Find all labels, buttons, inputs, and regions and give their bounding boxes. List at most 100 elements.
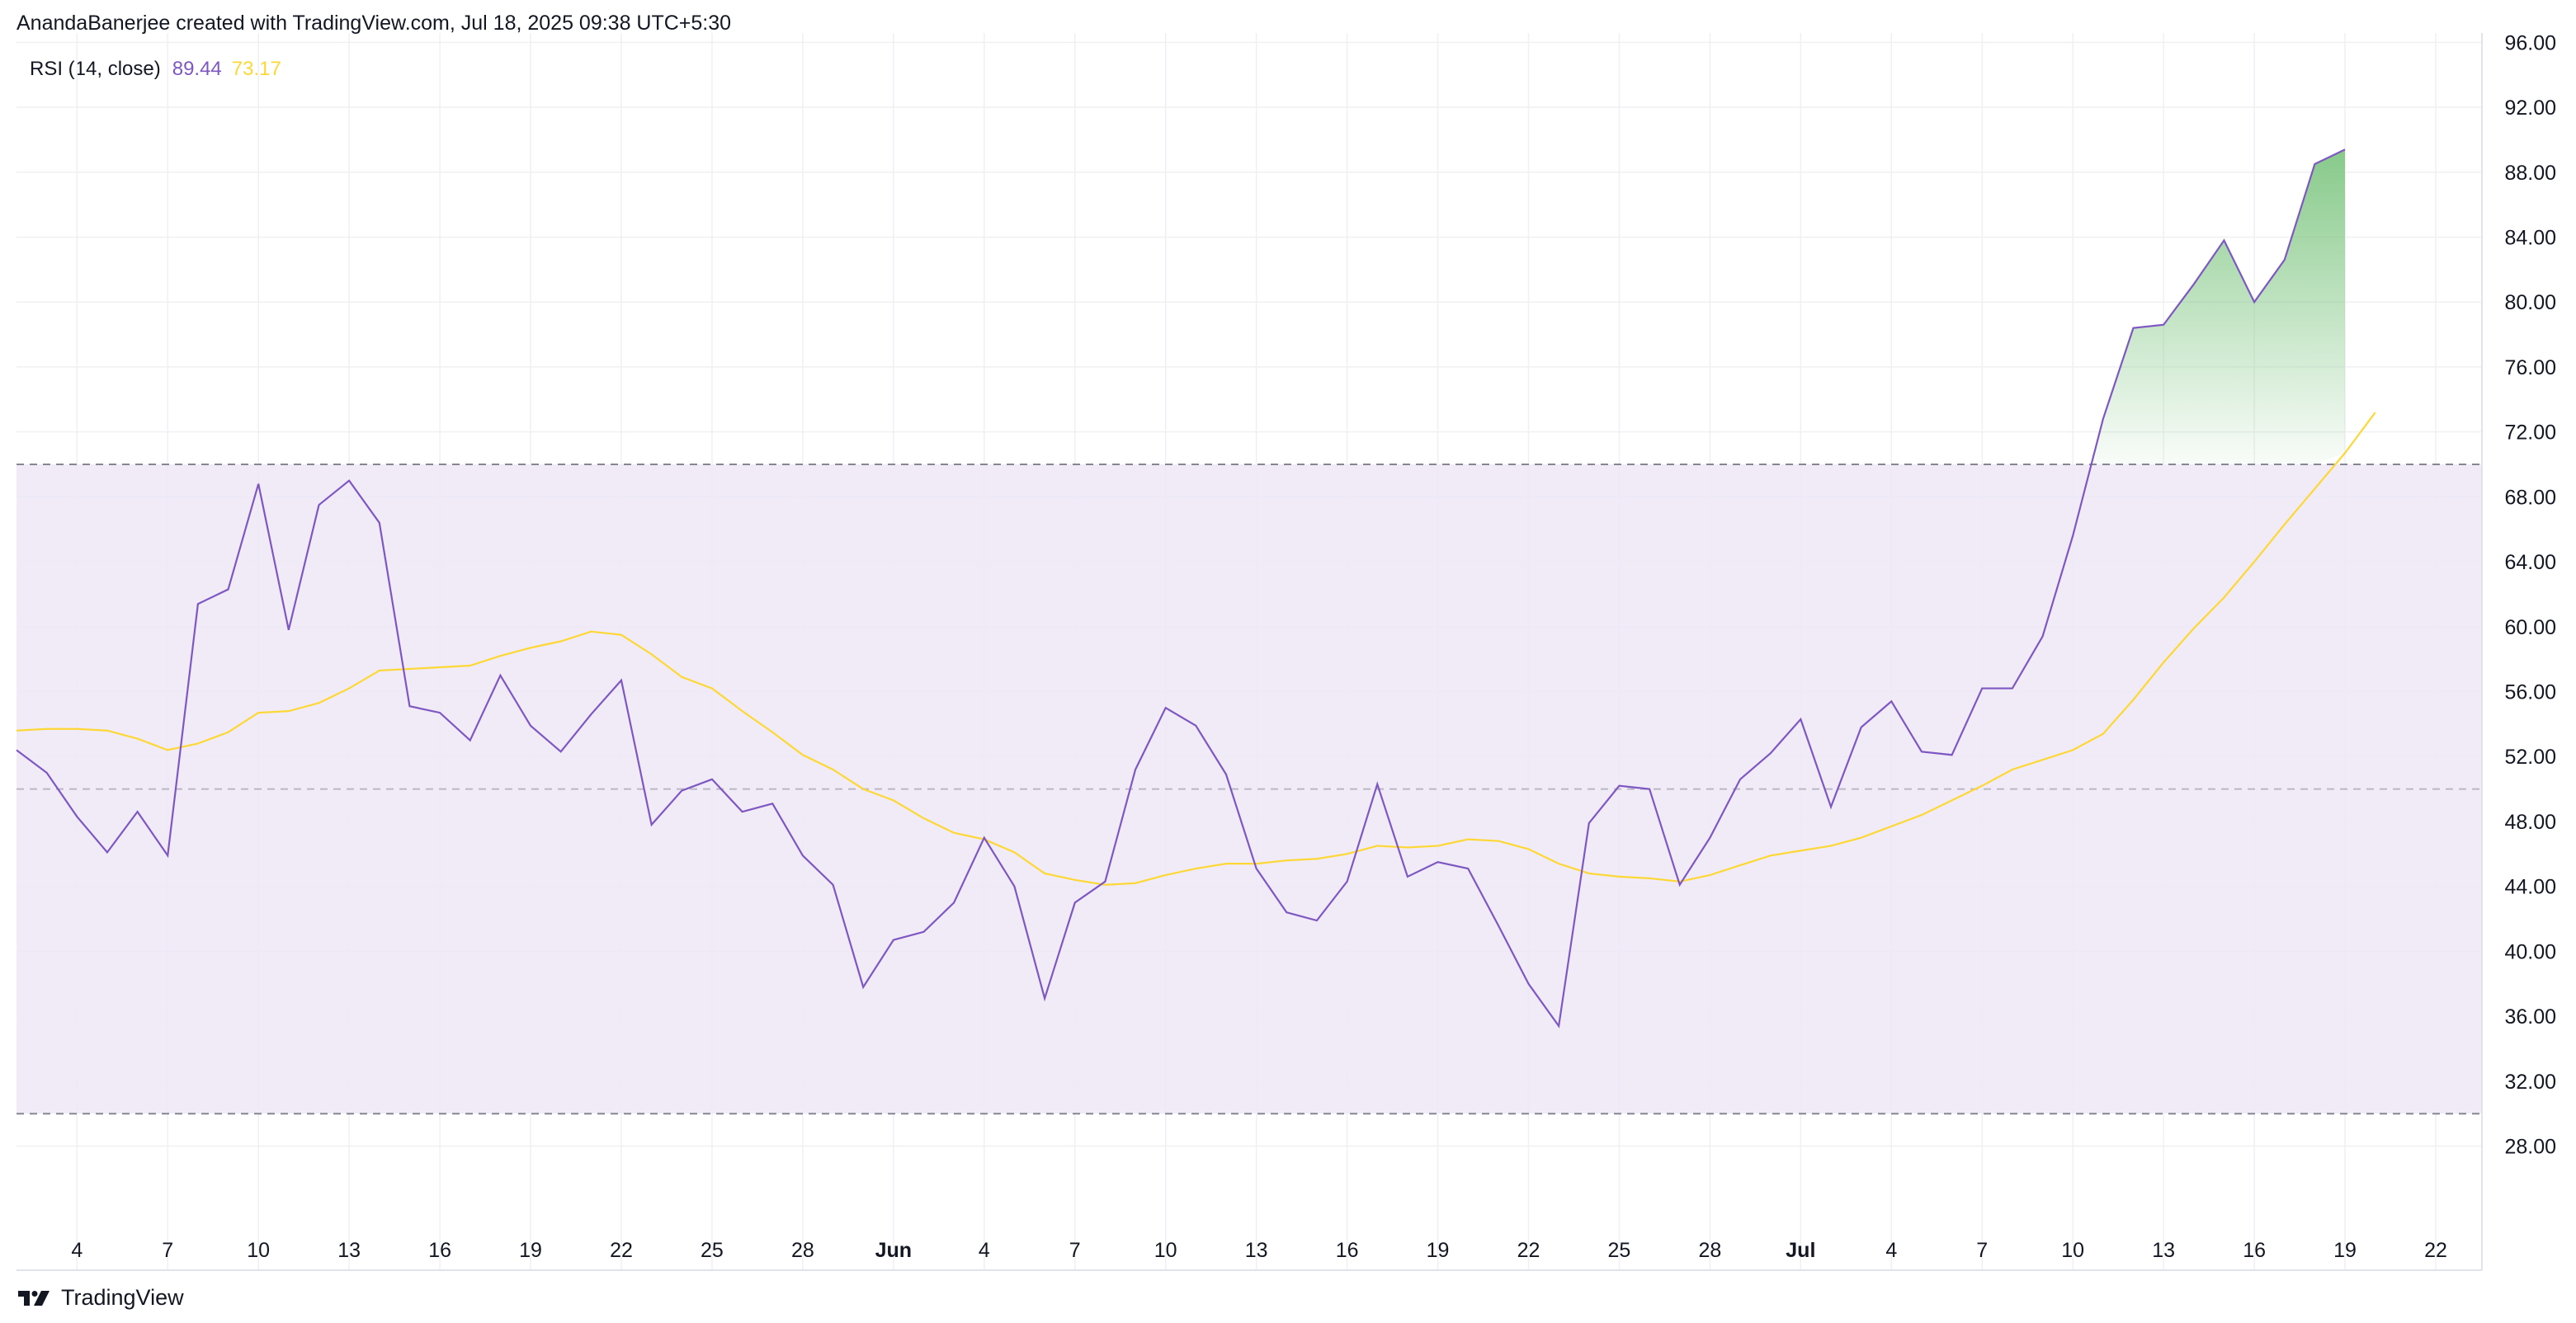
price-axis[interactable]: 28.00 32.00 36.00 40.00 44.00 48.00 52.00 56.00… <box>2504 31 2556 1158</box>
y-tick-label: 76.00 <box>2504 356 2556 379</box>
rsi-point <box>1405 874 1410 879</box>
ma-current-value: 73.17 <box>231 58 281 80</box>
ma-point <box>1950 798 1955 803</box>
band-lines <box>17 464 2482 1115</box>
ma-point <box>559 639 564 644</box>
y-tick-label: 92.00 <box>2504 97 2556 120</box>
rsi-point <box>2282 257 2287 262</box>
rsi-point <box>286 628 291 633</box>
rsi-point <box>256 482 261 487</box>
ma-point <box>1224 861 1229 866</box>
indicator-label: RSI (14, close) <box>30 58 161 80</box>
ma-point <box>528 645 533 650</box>
rsi-point <box>226 587 231 592</box>
rsi-point <box>951 900 956 905</box>
ma-point <box>951 831 956 836</box>
y-tick-label: 68.00 <box>2504 486 2556 509</box>
ma-point <box>1375 843 1380 848</box>
rsi-point <box>1345 879 1350 884</box>
ma-point <box>226 730 231 735</box>
ma-point <box>1738 863 1743 868</box>
footer-branding[interactable]: TradingView <box>17 1285 184 1311</box>
ma-point <box>1193 866 1198 871</box>
y-tick-label: 48.00 <box>2504 811 2556 834</box>
ma-point <box>1707 873 1712 878</box>
rsi-point <box>407 704 412 709</box>
ma-point <box>1073 878 1078 883</box>
ma-point <box>2131 697 2136 702</box>
y-tick-label: 64.00 <box>2504 551 2556 574</box>
rsi-point <box>861 985 866 990</box>
rsi-point <box>1193 723 1198 728</box>
rsi-point <box>105 850 110 855</box>
rsi-point <box>710 777 715 782</box>
ma-point <box>407 666 412 671</box>
y-tick-label: 72.00 <box>2504 421 2556 445</box>
rsi-point <box>1375 782 1380 787</box>
y-tick-label: 36.00 <box>2504 1005 2556 1029</box>
rsi-point <box>468 738 473 743</box>
ma-point <box>2191 626 2196 631</box>
ma-point <box>1465 837 1470 842</box>
rsi-point <box>1012 884 1017 889</box>
ma-point <box>1616 874 1621 879</box>
ma-point <box>1012 850 1017 855</box>
x-tick-label: 16 <box>2243 1239 2266 1262</box>
ma-point <box>800 752 805 757</box>
rsi-point <box>1163 705 1168 710</box>
time-axis[interactable]: 4 7 10 13 16 19 22 25 28 Jun 4 7 10 13 16 19 22 25 28 Jul 4 7… <box>71 1239 2447 1262</box>
rsi-point <box>891 938 896 943</box>
ma-point <box>831 767 836 772</box>
ma-point <box>1133 881 1138 886</box>
x-tick-label: 19 <box>1427 1239 1450 1262</box>
x-tick-label: 16 <box>1336 1239 1359 1262</box>
y-tick-label: 32.00 <box>2504 1071 2556 1094</box>
rsi-point <box>437 710 442 715</box>
rsi-point <box>1133 767 1138 772</box>
y-tick-label: 44.00 <box>2504 876 2556 899</box>
ma-point <box>1436 843 1441 848</box>
ma-point <box>1979 784 1984 789</box>
ma-point <box>196 741 201 746</box>
rsi-point <box>1798 717 1803 722</box>
rsi-point <box>2161 323 2166 327</box>
x-tick-label: Jun <box>875 1239 912 1262</box>
rsi-point <box>2342 147 2347 152</box>
y-tick-label: 52.00 <box>2504 746 2556 769</box>
ma-series-line <box>16 412 2376 886</box>
ma-point <box>2342 450 2347 455</box>
x-tick-label: 13 <box>2152 1239 2175 1262</box>
indicator-legend[interactable]: RSI (14, close) 89.44 73.17 <box>30 58 281 81</box>
y-tick-label: 28.00 <box>2504 1136 2556 1159</box>
rsi-point <box>317 502 322 507</box>
rsi-point <box>649 822 654 827</box>
rsi-point <box>1284 910 1289 915</box>
ma-point <box>1828 843 1833 848</box>
x-tick-label: 22 <box>610 1239 633 1262</box>
rsi-point <box>1647 787 1652 792</box>
x-tick-label: 4 <box>71 1239 83 1262</box>
ma-point <box>861 787 866 792</box>
rsi-series-line <box>16 148 2346 1029</box>
rsi-point <box>619 678 624 683</box>
ma-point <box>2070 747 2075 752</box>
ma-point <box>1677 879 1682 884</box>
rsi-point <box>2312 162 2317 167</box>
ma-point <box>2252 559 2257 564</box>
ma-point <box>922 816 927 821</box>
rsi-point <box>1073 900 1078 905</box>
rsi-point <box>1042 996 1047 1000</box>
rsi-point <box>14 747 19 752</box>
x-tick-label: 4 <box>1885 1239 1897 1262</box>
ma-point <box>45 727 50 732</box>
ma-point <box>891 798 896 803</box>
ma-point <box>1042 871 1047 876</box>
y-tick-label: 80.00 <box>2504 291 2556 314</box>
ma-point <box>1798 848 1803 853</box>
ma-point <box>1345 851 1350 856</box>
ma-point <box>165 747 170 752</box>
ma-point <box>135 737 140 742</box>
ma-point <box>1254 861 1259 866</box>
rsi-point <box>1919 749 1924 754</box>
